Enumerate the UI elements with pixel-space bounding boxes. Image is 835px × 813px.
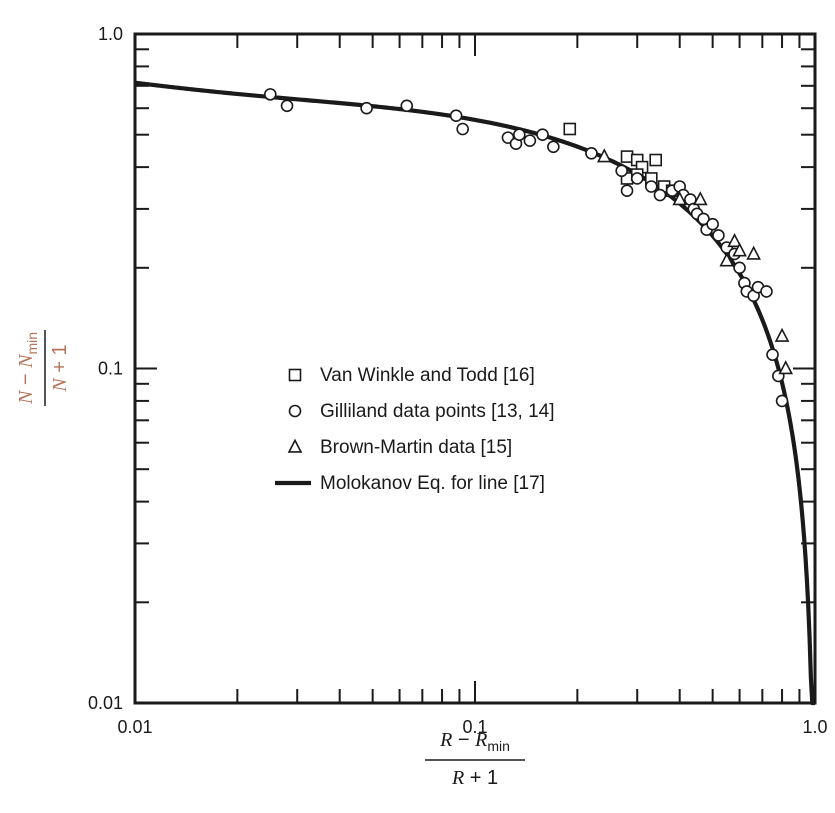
y-tick-label: 0.1 <box>98 359 123 379</box>
circle-marker <box>775 394 789 408</box>
circle-marker <box>536 128 549 141</box>
y-label-numerator: N − Nmin <box>15 332 40 405</box>
circle-marker <box>615 164 628 178</box>
axis-tick-labels: 0.01 0.1 1.0 0.01 0.1 1.0 <box>88 24 828 737</box>
circle-marker <box>513 128 526 141</box>
x-label-var1: R <box>439 729 452 751</box>
legend-square-swatch <box>288 368 302 382</box>
circle-marker <box>620 184 634 198</box>
legend-item: Van Winkle and Todd [16] <box>288 365 535 386</box>
data-points <box>263 88 794 408</box>
y-label-den-rest: + 1 <box>49 344 71 378</box>
legend-item: Molokanov Eq. for line [17] <box>275 473 545 494</box>
legend-item: Brown-Martin data [15] <box>287 437 512 458</box>
circle-marker <box>733 261 746 275</box>
circle-marker <box>449 109 463 122</box>
triangle-marker <box>727 232 742 248</box>
circle-marker <box>706 217 719 231</box>
y-label-var2: N <box>15 353 37 369</box>
x-tick-label: 0.01 <box>117 717 152 737</box>
circle-marker <box>644 180 658 193</box>
triangle-marker <box>693 191 708 206</box>
y-label-denominator: N + 1 <box>49 344 71 392</box>
x-tick-label: 0.1 <box>462 717 487 737</box>
axis-ticks <box>135 34 815 703</box>
y-tick-label: 0.01 <box>88 693 123 713</box>
square-marker <box>649 153 663 167</box>
x-tick-label: 1.0 <box>802 717 827 737</box>
y-label-sub: min <box>24 332 40 355</box>
square-marker <box>620 150 634 163</box>
legend-label: Gilliland data points [13, 14] <box>320 401 555 422</box>
square-marker <box>563 122 577 136</box>
x-label-denominator: R + 1 <box>451 767 498 789</box>
x-label-den-rest: + 1 <box>464 767 498 789</box>
circle-marker <box>360 101 373 115</box>
circle-marker <box>712 229 725 242</box>
y-label-op: − <box>15 368 37 391</box>
legend-circle-swatch <box>288 404 302 418</box>
legend-item: Gilliland data points [13, 14] <box>288 401 555 422</box>
legend-triangle-swatch <box>287 438 303 453</box>
triangle-marker <box>778 360 794 375</box>
triangle-marker <box>672 191 688 206</box>
triangle-marker <box>774 327 790 342</box>
triangle-marker <box>732 242 747 257</box>
x-label-den-var: R <box>451 767 464 789</box>
legend-label: Van Winkle and Todd [16] <box>320 365 535 386</box>
y-label-var1: N <box>15 389 37 405</box>
circle-marker <box>263 88 277 101</box>
legend-label: Molokanov Eq. for line [17] <box>320 473 545 494</box>
circle-marker <box>585 146 598 160</box>
circle-marker <box>280 99 294 113</box>
x-label-numerator: R − Rmin <box>439 729 510 754</box>
legend: Van Winkle and Todd [16] Gilliland data p… <box>275 365 555 494</box>
circle-marker <box>766 348 779 361</box>
plot-frame <box>133 32 817 705</box>
legend-label: Brown-Martin data [15] <box>320 437 512 458</box>
x-label-op: − <box>452 729 475 751</box>
triangle-marker <box>596 148 612 163</box>
y-label-den-var: N <box>49 377 71 393</box>
circle-marker <box>523 134 537 147</box>
circle-marker <box>760 285 773 298</box>
y-axis-label: N − Nmin N + 1 <box>15 330 71 406</box>
circle-marker <box>653 188 667 202</box>
x-axis-label: R − Rmin R + 1 <box>425 729 525 789</box>
circle-marker <box>400 99 414 113</box>
circle-marker <box>630 172 644 185</box>
x-label-sub: min <box>487 738 510 754</box>
circle-marker <box>547 140 560 154</box>
triangle-marker <box>746 245 761 260</box>
triangle-marker <box>719 252 735 267</box>
x-label-var2: R <box>474 729 487 751</box>
circle-marker <box>456 122 469 136</box>
y-tick-label: 1.0 <box>98 24 123 44</box>
